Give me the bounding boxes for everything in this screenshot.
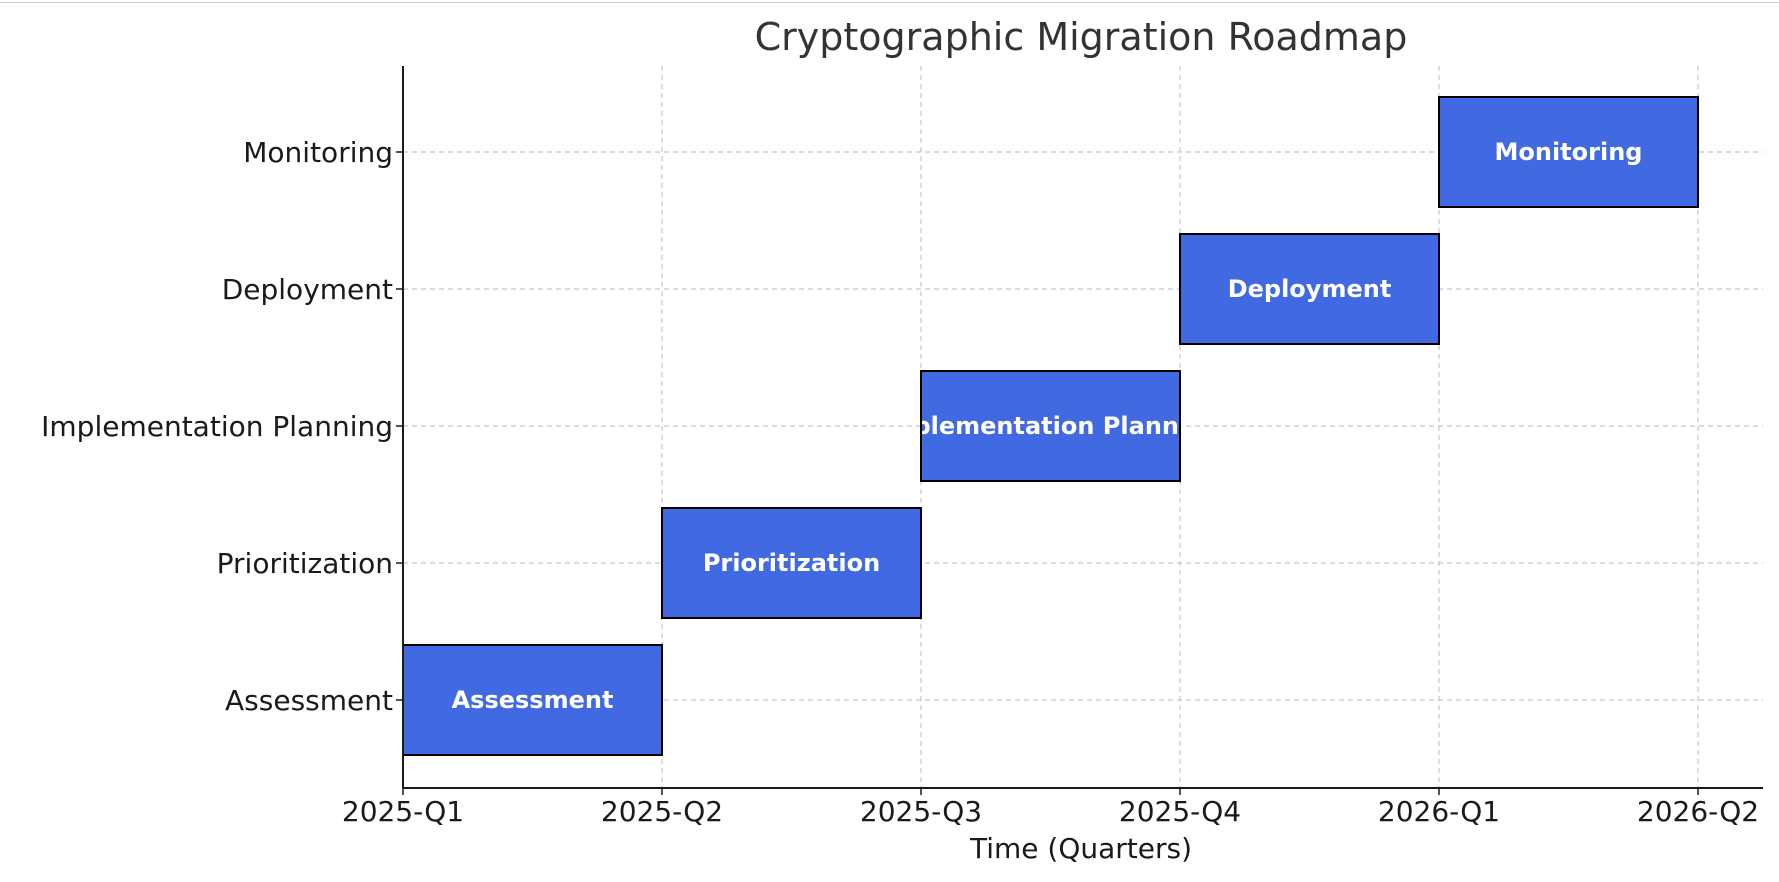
bar-label: Prioritization: [703, 549, 880, 577]
bar-label: Implementation Planning: [880, 412, 1222, 440]
y-tick-label: Deployment: [222, 273, 393, 306]
x-tick-label: 2025-Q4: [1119, 795, 1241, 828]
top-divider: [0, 2, 1779, 3]
gantt-bar: [1179, 233, 1440, 345]
axes: [396, 66, 1763, 795]
x-axis-title: Time (Quarters): [969, 832, 1192, 865]
x-tick-label: 2026-Q2: [1637, 795, 1759, 828]
bar-label: Deployment: [1228, 275, 1392, 303]
x-tick-label: 2025-Q1: [342, 795, 464, 828]
bar-label: Assessment: [452, 686, 614, 714]
bar-label: Monitoring: [1495, 138, 1643, 166]
y-tick-label: Prioritization: [217, 547, 393, 580]
axis-labels: 2025-Q1 2025-Q2 2025-Q3 2025-Q4 2026-Q1 2026-…: [41, 136, 1759, 828]
gantt-bar: [402, 644, 663, 756]
y-tick-label: Assessment: [225, 684, 393, 717]
y-tick-label: Implementation Planning: [41, 410, 393, 443]
y-tick-label: Monitoring: [243, 136, 393, 169]
gantt-bar: [920, 370, 1181, 482]
bars: Assessment Prioritization Implementation P…: [402, 96, 1699, 756]
x-tick-label: 2025-Q3: [860, 795, 982, 828]
gantt-bar: [1438, 96, 1699, 208]
gantt-bar: [661, 507, 922, 619]
x-tick-label: 2026-Q1: [1378, 795, 1500, 828]
chart-title: Cryptographic Migration Roadmap: [755, 15, 1408, 59]
x-tick-label: 2025-Q2: [601, 795, 723, 828]
